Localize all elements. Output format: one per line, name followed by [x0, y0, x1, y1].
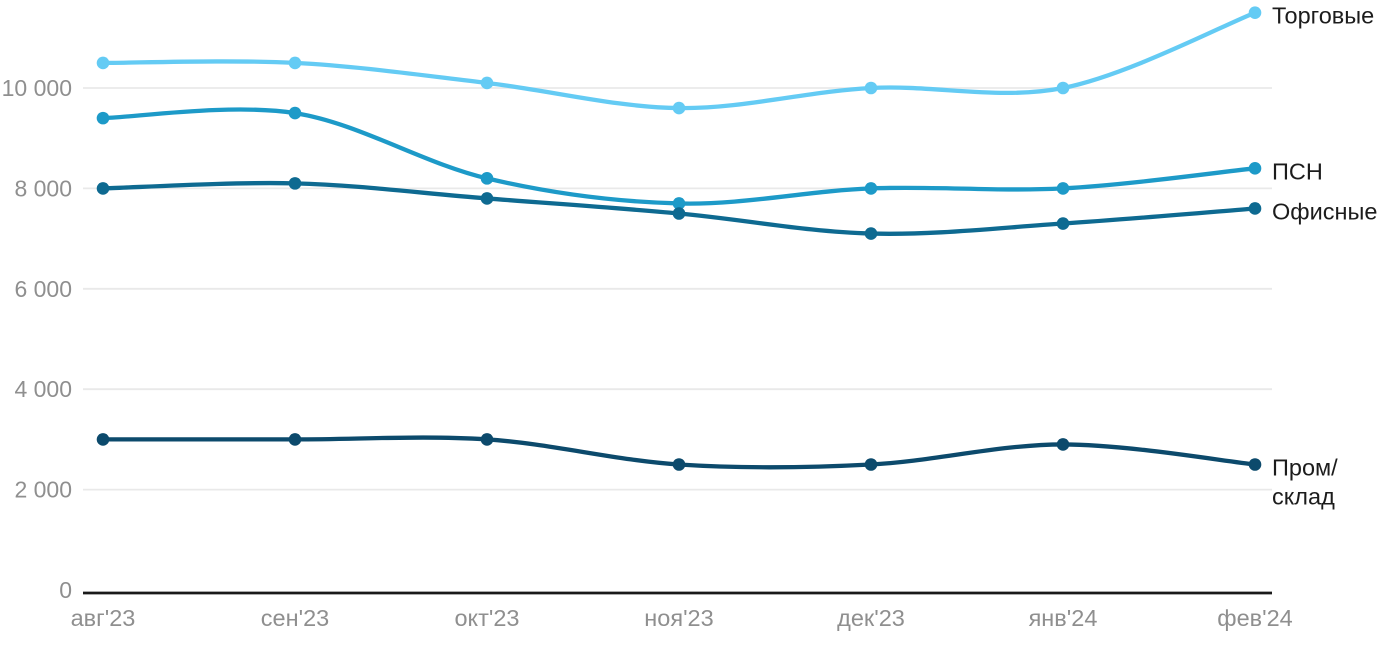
- series-псн-point: [96, 111, 110, 125]
- series-торговые-point: [672, 101, 686, 115]
- series-пром-склад-point: [672, 458, 686, 471]
- y-tick-label: 2 000: [14, 477, 72, 503]
- series-торговые-label: Торговые: [1272, 3, 1374, 29]
- series-пром-склад-label: Пром/склад: [1272, 455, 1338, 510]
- series-псн-point: [288, 106, 302, 120]
- series-псн-point: [672, 197, 686, 210]
- series-пром-склад-point: [96, 433, 110, 446]
- series-офисные-point: [288, 177, 302, 190]
- x-tick-label: окт'23: [454, 605, 519, 631]
- series-псн-point: [480, 172, 494, 185]
- series-офисные-point: [480, 192, 494, 205]
- series-пром-склад-point: [1056, 438, 1070, 451]
- series-торговые-point: [1056, 81, 1070, 95]
- x-tick-label: сен'23: [261, 605, 329, 631]
- series-пром-склад-point: [864, 458, 878, 471]
- y-tick-label: 10 000: [2, 75, 72, 101]
- series-офисные-point: [1056, 217, 1070, 230]
- series-псн-line: [100, 107, 1258, 206]
- series-торговые-point: [1248, 6, 1262, 19]
- series-псн-point: [1248, 162, 1262, 175]
- series-псн-point: [864, 182, 878, 195]
- series-офисные-point: [672, 207, 686, 220]
- series-торговые-point: [864, 81, 878, 95]
- series-торговые-point: [480, 76, 494, 90]
- series-торговые-point: [96, 56, 110, 70]
- series-псн-label: ПСН: [1272, 159, 1323, 185]
- x-tick-label: авг'23: [71, 605, 136, 631]
- series-офисные-point: [864, 227, 878, 240]
- series-офисные-point: [96, 182, 110, 195]
- y-tick-label: 0: [59, 577, 72, 603]
- series-псн-point: [1056, 182, 1070, 195]
- y-tick-label: 4 000: [14, 376, 72, 402]
- series-офисные-label: Офисные: [1272, 199, 1377, 225]
- x-tick-label: дек'23: [837, 605, 905, 631]
- series-пром-склад-point: [288, 433, 302, 446]
- x-tick-label: ноя'23: [644, 605, 713, 631]
- y-tick-label: 6 000: [14, 276, 72, 302]
- series-пром-склад-point: [480, 433, 494, 446]
- series-пром-склад-point: [1248, 458, 1262, 471]
- series-торговые-line: [100, 10, 1258, 111]
- x-tick-label: янв'24: [1029, 605, 1098, 631]
- series-офисные-point: [1248, 202, 1262, 215]
- x-tick-label: фев'24: [1217, 605, 1293, 631]
- series-торговые-point: [288, 56, 302, 70]
- y-tick-label: 8 000: [14, 175, 72, 201]
